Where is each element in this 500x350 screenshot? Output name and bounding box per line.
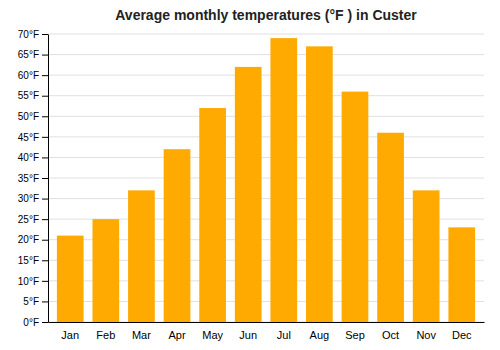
y-tick: 30°F (18, 193, 48, 204)
y-tick-label: 40°F (18, 152, 39, 163)
title: Average monthly temperatures (°F ) in Cu… (115, 7, 417, 23)
y-tick-mark (42, 55, 48, 56)
grid-line (48, 34, 484, 35)
y-tick: 25°F (18, 214, 48, 225)
y-tick: 60°F (18, 70, 48, 81)
bar (448, 227, 475, 322)
grid-line (48, 95, 484, 96)
y-tick-mark (42, 260, 48, 261)
bar (92, 219, 119, 322)
x-tick-label: Jan (61, 329, 79, 341)
bar (270, 38, 297, 322)
plot-area: Jan Feb Mar Apr May Jun Jul Aug Sep Oct Nov Dec 0°F 5… (18, 29, 485, 341)
y-tick: 50°F (18, 111, 48, 122)
y-tick-mark (42, 96, 48, 97)
x-tick-label: Jun (239, 329, 257, 341)
x-tick-label: Jul (277, 329, 291, 341)
y-tick: 20°F (18, 234, 48, 245)
x-tick: Mar (132, 329, 151, 341)
y-tick: 70°F (18, 29, 48, 40)
grid-line (48, 178, 484, 179)
y-tick: 0°F (23, 317, 48, 328)
y-tick-label: 55°F (18, 90, 39, 101)
bar (342, 92, 369, 322)
y-tick-label: 50°F (18, 111, 39, 122)
x-tick: Jun (239, 329, 257, 341)
grid-line (48, 157, 484, 158)
x-tick-label: Dec (452, 329, 472, 341)
y-tick-label: 20°F (18, 234, 39, 245)
x-axis-line (49, 322, 485, 323)
grid-line (48, 75, 484, 76)
bar (413, 190, 440, 322)
y-tick-mark (42, 178, 48, 179)
y-tick-label: 70°F (18, 29, 39, 40)
y-tick-mark (42, 137, 48, 138)
y-tick: 45°F (18, 132, 48, 143)
y-tick-mark (42, 34, 48, 35)
x-tick: Oct (382, 329, 399, 341)
y-tick-label: 65°F (18, 49, 39, 60)
grid (48, 34, 484, 322)
x-tick-label: Aug (310, 329, 330, 341)
x-tick: Dec (452, 329, 472, 341)
bar (57, 236, 84, 322)
x-tick: Feb (96, 329, 115, 341)
y-tick-mark (42, 219, 48, 220)
x-tick: May (202, 329, 223, 341)
y-tick-label: 25°F (18, 214, 39, 225)
grid-line (48, 136, 484, 137)
y-axis: 0°F 5°F 10°F 15°F 20°F 25°F 30°F 35°F 40°F 45°F 50… (18, 29, 49, 328)
x-tick-label: Nov (416, 329, 436, 341)
y-axis-line (48, 35, 49, 323)
bar (164, 149, 191, 322)
y-tick-label: 0°F (23, 317, 39, 328)
x-tick: Sep (345, 329, 365, 341)
chart: Jan Feb Mar Apr May Jun Jul Aug Sep Oct Nov Dec 0°F 5… (0, 0, 500, 350)
y-tick-mark (42, 116, 48, 117)
bars (57, 38, 475, 322)
y-tick: 55°F (18, 90, 48, 101)
bar (199, 108, 226, 322)
x-tick: Aug (310, 329, 330, 341)
y-tick: 15°F (18, 255, 48, 266)
x-tick: Jul (277, 329, 291, 341)
y-tick-label: 30°F (18, 193, 39, 204)
x-tick-label: Feb (96, 329, 115, 341)
y-tick-mark (42, 281, 48, 282)
y-tick-label: 35°F (18, 173, 39, 184)
y-tick-mark (42, 322, 48, 323)
x-tick: Jan (61, 329, 79, 341)
y-tick-mark (42, 199, 48, 200)
y-tick-label: 5°F (23, 296, 39, 307)
bar (306, 46, 333, 322)
x-tick: Apr (168, 329, 185, 341)
bar (377, 133, 404, 322)
y-tick-label: 45°F (18, 132, 39, 143)
x-tick-label: Mar (132, 329, 151, 341)
y-tick: 10°F (18, 276, 48, 287)
y-tick: 35°F (18, 173, 48, 184)
y-tick: 40°F (18, 152, 48, 163)
y-tick-mark (42, 157, 48, 158)
x-tick-label: Sep (345, 329, 365, 341)
x-tick-label: Oct (382, 329, 399, 341)
x-tick: Nov (416, 329, 436, 341)
y-tick: 5°F (23, 296, 48, 307)
y-tick-mark (42, 240, 48, 241)
y-tick-label: 15°F (18, 255, 39, 266)
grid-line (48, 54, 484, 55)
y-tick: 65°F (18, 49, 48, 60)
grid-line (48, 116, 484, 117)
x-axis: Jan Feb Mar Apr May Jun Jul Aug Sep Oct Nov Dec (49, 323, 485, 341)
bar (235, 67, 262, 322)
bar (128, 190, 155, 322)
y-tick-label: 10°F (18, 276, 39, 287)
x-tick-label: May (202, 329, 223, 341)
y-tick-label: 60°F (18, 70, 39, 81)
x-tick-label: Apr (168, 329, 185, 341)
y-tick-mark (42, 301, 48, 302)
y-tick-mark (42, 75, 48, 76)
